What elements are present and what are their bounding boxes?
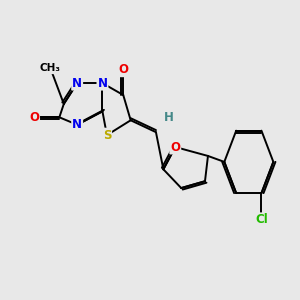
Text: O: O bbox=[29, 111, 39, 124]
Text: Cl: Cl bbox=[255, 213, 268, 226]
Text: O: O bbox=[118, 63, 128, 76]
Text: N: N bbox=[72, 76, 82, 90]
Text: O: O bbox=[170, 140, 180, 154]
Text: N: N bbox=[72, 118, 82, 131]
Text: H: H bbox=[164, 111, 173, 124]
Text: CH₃: CH₃ bbox=[40, 63, 61, 73]
Text: S: S bbox=[103, 129, 111, 142]
Text: N: N bbox=[98, 76, 107, 90]
